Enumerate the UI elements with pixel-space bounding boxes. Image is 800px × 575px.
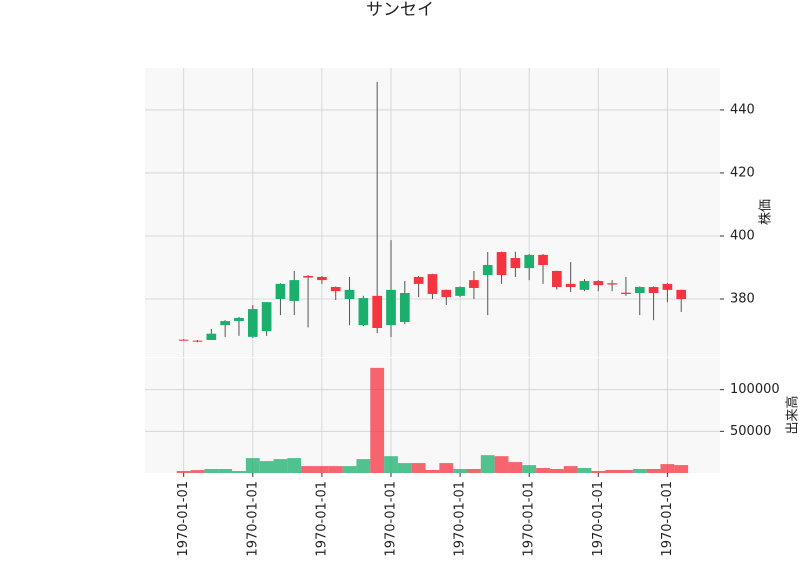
volume-bar: [660, 464, 675, 473]
x-tick-label: 1970-01-01: [245, 481, 260, 557]
candle-body: [330, 287, 341, 292]
volume-bar: [204, 469, 219, 473]
chart-title: サンセイ: [366, 0, 434, 20]
x-tick-label: 1970-01-01: [453, 481, 468, 557]
candle-body: [538, 254, 548, 265]
candle-body: [413, 276, 424, 284]
candle-body: [344, 289, 355, 300]
volume-bar: [577, 468, 592, 473]
volume-panel: [145, 358, 720, 473]
y-tick-label: 400: [730, 228, 755, 243]
candle-body: [648, 287, 659, 294]
volume-bar: [632, 469, 647, 473]
volume-bar: [397, 463, 412, 473]
candle-body: [303, 276, 313, 278]
candle-body: [482, 264, 493, 276]
x-tick-label: 1970-01-01: [660, 481, 675, 557]
candle-body: [206, 333, 217, 340]
candle-body: [565, 283, 576, 288]
volume-bar: [467, 469, 481, 473]
x-tick-label: 1970-01-01: [176, 481, 191, 557]
candle-body: [662, 283, 673, 290]
candle-body: [441, 289, 452, 298]
volume-bar: [176, 471, 191, 473]
candle-body: [496, 252, 507, 276]
volume-bar: [480, 455, 495, 473]
candle-body: [399, 293, 410, 323]
volume-bar: [342, 466, 357, 473]
volume-bar: [232, 471, 246, 473]
volume-bar: [314, 466, 329, 473]
volume-bar: [453, 469, 468, 473]
y-tick-label: 380: [730, 292, 755, 307]
y-axis-label: 株価: [759, 199, 774, 225]
volume-bar: [328, 466, 343, 473]
volume-bar: [508, 462, 523, 473]
volume-bar: [245, 458, 260, 473]
candle-body: [234, 317, 244, 322]
candle-body: [455, 287, 465, 296]
volume-bar: [259, 461, 274, 473]
candle-body: [317, 276, 327, 281]
volume-tick-label: 100000: [730, 382, 780, 397]
volume-bar: [425, 470, 440, 473]
x-tick-label: 1970-01-01: [522, 481, 537, 557]
candle-body: [427, 274, 438, 294]
volume-bar: [591, 471, 606, 473]
volume-bar: [605, 470, 620, 473]
y-tick-label: 440: [730, 102, 755, 117]
x-tick-label: 1970-01-01: [383, 481, 398, 557]
candle-body: [358, 298, 369, 326]
candle-body: [524, 254, 535, 269]
x-tick-label: 1970-01-01: [314, 481, 329, 557]
candle-body: [192, 340, 203, 342]
candle-body: [220, 321, 230, 326]
candle-body: [607, 283, 617, 285]
volume-axis-label: 出来高: [785, 395, 800, 434]
candle-body: [275, 283, 286, 300]
volume-bar: [384, 456, 398, 473]
candle-body: [676, 289, 687, 300]
candle-body: [551, 270, 562, 288]
volume-bar: [356, 459, 371, 473]
volume-bar: [273, 459, 288, 473]
candle-body: [621, 292, 631, 294]
volume-bar: [439, 463, 454, 473]
volume-bar: [674, 465, 689, 473]
volume-bar: [522, 465, 537, 473]
x-tick-label: 1970-01-01: [591, 481, 606, 557]
volume-bar: [301, 466, 315, 473]
volume-bar: [563, 466, 578, 473]
y-tick-label: 420: [730, 165, 755, 180]
volume-bar: [287, 458, 302, 473]
candle-body: [261, 302, 272, 332]
candle-body: [510, 258, 521, 269]
volume-bar: [370, 367, 385, 473]
volume-bar: [646, 469, 661, 473]
volume-bar: [549, 469, 564, 473]
volume-bar: [494, 456, 509, 473]
candle-body: [579, 281, 590, 290]
candle-body: [289, 280, 300, 301]
candle-body: [372, 295, 383, 329]
candle-body: [178, 339, 189, 341]
candle-body: [593, 281, 604, 286]
volume-bar: [536, 468, 550, 473]
candle-body: [469, 280, 479, 288]
price-panel: [145, 68, 720, 357]
volume-tick-label: 50000: [730, 424, 771, 439]
volume-bar: [218, 469, 233, 473]
volume-bar: [411, 463, 426, 473]
volume-bar: [190, 470, 205, 473]
candle-body: [247, 309, 258, 337]
candle-body: [634, 287, 645, 294]
candle-body: [386, 289, 396, 326]
volume-bar: [619, 470, 633, 473]
